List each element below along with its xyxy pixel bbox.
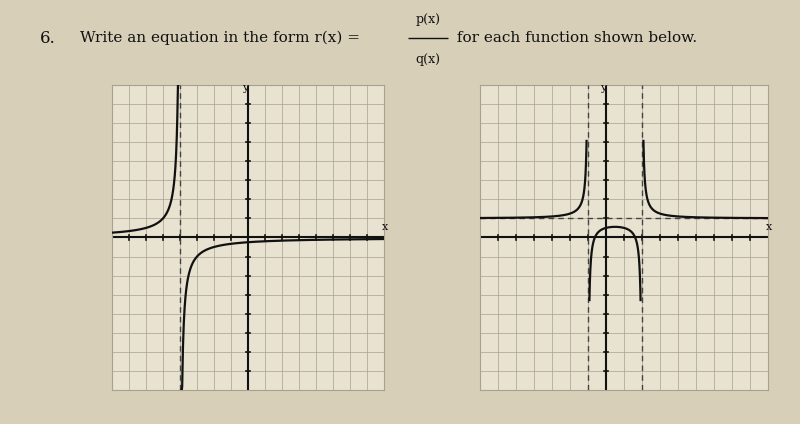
Text: b.: b. (480, 92, 494, 106)
Text: a.: a. (112, 92, 126, 106)
Text: y: y (600, 83, 606, 92)
Text: for each function shown below.: for each function shown below. (452, 31, 697, 45)
Text: 6.: 6. (40, 30, 56, 47)
Text: q(x): q(x) (415, 53, 441, 66)
Text: p(x): p(x) (415, 13, 441, 25)
Text: y: y (242, 83, 248, 92)
Text: x: x (382, 222, 389, 232)
Text: Write an equation in the form r(x) =: Write an equation in the form r(x) = (80, 31, 365, 45)
Text: x: x (766, 222, 773, 232)
